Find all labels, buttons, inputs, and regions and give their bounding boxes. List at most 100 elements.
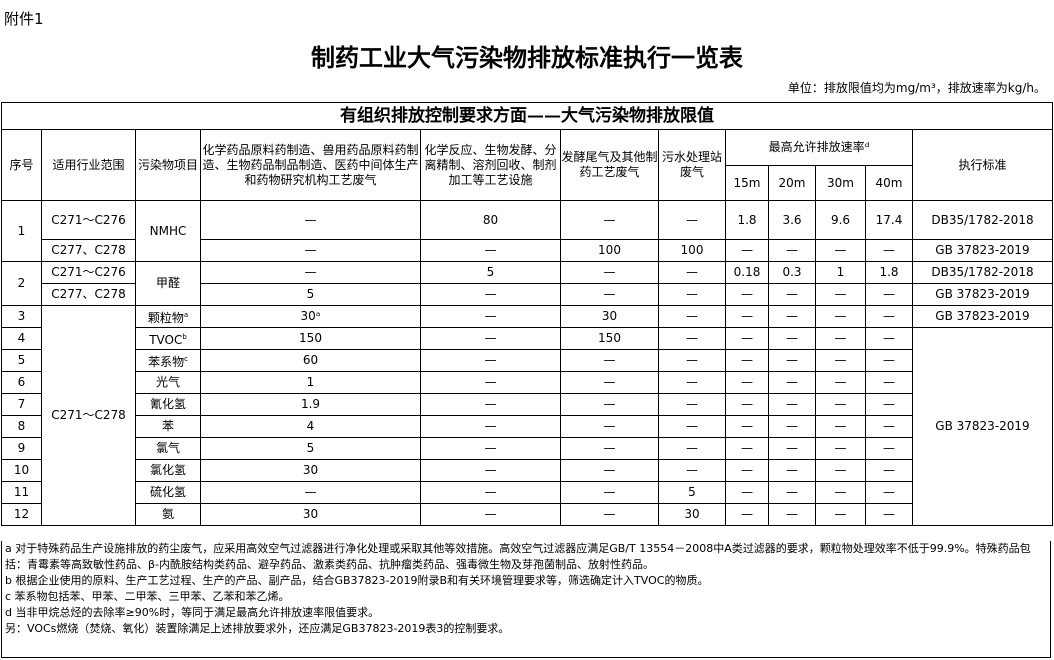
- standard-cell: GB 37823-2019: [912, 239, 1053, 262]
- header-15m: 15m: [725, 165, 769, 201]
- value-cell: 5: [200, 283, 421, 306]
- value-cell: —: [725, 349, 769, 372]
- header-c1: 化学药品原料药制造、兽用药品原料药制造、生物药品制品制造、医药中间体生产和药物研…: [200, 129, 421, 201]
- value-cell: —: [865, 503, 913, 526]
- table-caption: 有组织排放控制要求方面——大气污染物排放限值: [1, 102, 1053, 130]
- value-cell: —: [420, 349, 561, 372]
- value-cell: —: [768, 393, 816, 416]
- value-cell: 30: [200, 503, 421, 526]
- unit-note: 单位：排放限值均为mg/m³，排放速率为kg/h。: [787, 81, 1046, 95]
- value-cell: —: [768, 415, 816, 438]
- value-cell: —: [815, 415, 866, 438]
- value-cell: —: [725, 283, 769, 306]
- value-cell: —: [560, 349, 659, 372]
- header-c3: 发酵尾气及其他制药工艺废气: [560, 129, 659, 201]
- pollutant-cell: 氯气: [135, 437, 201, 460]
- value-cell: 1.8: [865, 261, 913, 284]
- header-pollutant: 污染物项目: [135, 129, 201, 201]
- value-cell: —: [658, 415, 726, 438]
- value-cell: —: [420, 327, 561, 350]
- value-cell: —: [725, 415, 769, 438]
- value-cell: —: [865, 283, 913, 306]
- value-cell: —: [200, 481, 421, 504]
- value-cell: 9.6: [815, 200, 866, 240]
- industry-cell: C277、C278: [41, 239, 136, 262]
- value-cell: 4: [200, 415, 421, 438]
- value-cell: —: [420, 393, 561, 416]
- value-cell: 5: [200, 437, 421, 460]
- row-number: 11: [1, 481, 42, 504]
- footnote: b 根据企业使用的原料、生产工艺过程、生产的产品、副产品，结合GB37823-2…: [5, 574, 709, 587]
- value-cell: —: [865, 349, 913, 372]
- table-row: 9 氯气 5— — — — — — —: [1, 437, 1053, 460]
- value-cell: 1.8: [725, 200, 769, 240]
- footnote-mark: a: [183, 310, 189, 319]
- value-cell: —: [200, 239, 421, 262]
- value-cell: —: [768, 481, 816, 504]
- value-cell: —: [420, 437, 561, 460]
- value-cell: 30ᵃ: [200, 305, 421, 328]
- pollutant-cell: 苯系物c: [135, 349, 201, 372]
- value-cell: —: [658, 371, 726, 394]
- value-cell: 30: [560, 305, 659, 328]
- value-cell: —: [865, 239, 913, 262]
- value-cell: —: [560, 200, 659, 240]
- row-number: 8: [1, 415, 42, 438]
- industry-cell: C271～C276: [41, 261, 136, 284]
- value-cell: —: [725, 393, 769, 416]
- value-cell: 17.4: [865, 200, 913, 240]
- value-cell: —: [865, 393, 913, 416]
- value-cell: —: [768, 437, 816, 460]
- value-cell: —: [815, 393, 866, 416]
- value-cell: —: [658, 305, 726, 328]
- pollutant-cell: 氨: [135, 503, 201, 526]
- pollutant-name: 颗粒物: [147, 310, 184, 325]
- pollutant-name: TVOC: [149, 332, 183, 347]
- value-cell: —: [420, 503, 561, 526]
- table-row: 7 氰化氢 1.9— — — — — — —: [1, 393, 1053, 416]
- footnote: a 对于特殊药品生产设施排放的药尘废气，应采用高效空气过滤器进行净化处理或采取其…: [5, 542, 1031, 571]
- value-cell: 5: [658, 481, 726, 504]
- value-cell: —: [658, 459, 726, 482]
- pollutant-name: 苯系物: [148, 354, 185, 369]
- industry-cell: C277、C278: [41, 283, 136, 306]
- standard-cell: GB 37823-2019: [912, 305, 1053, 328]
- value-cell: 100: [658, 239, 726, 262]
- row-number: 4: [1, 327, 42, 350]
- value-cell: —: [815, 481, 866, 504]
- pollutant-cell: 颗粒物a: [135, 305, 201, 328]
- value-cell: 80: [420, 200, 561, 240]
- table-row: 6 光气 1— — — — — — —: [1, 371, 1053, 394]
- table-row: 5 苯系物c 60— — — — — — —: [1, 349, 1053, 372]
- value-cell: —: [560, 371, 659, 394]
- value-cell: —: [200, 261, 421, 284]
- table-row: 4 TVOCb 150—150— — — — — GB 37823-2019: [1, 327, 1053, 526]
- table-row: 1 C271～C276 NMHC —80— —1.8 3.6 9.6 17.4 DB35/178…: [1, 200, 1053, 262]
- footnote-mark: c: [184, 354, 188, 363]
- value-cell: 150: [200, 327, 421, 350]
- value-cell: —: [725, 327, 769, 350]
- value-cell: —: [768, 349, 816, 372]
- header-industry: 适用行业范围: [41, 129, 136, 201]
- value-cell: —: [725, 437, 769, 460]
- footnote: 另：VOCs燃烧（焚烧、氧化）装置除满足上述排放要求外，还应满足GB37823-…: [5, 622, 510, 635]
- value-cell: —: [725, 371, 769, 394]
- header-c2: 化学反应、生物发酵、分离精制、溶剂回收、制剂加工等工艺设施: [420, 129, 561, 201]
- value-cell: 1.9: [200, 393, 421, 416]
- pollutant-cell: 光气: [135, 371, 201, 394]
- footnotes: a 对于特殊药品生产设施排放的药尘废气，应采用高效空气过滤器进行净化处理或采取其…: [1, 541, 1051, 658]
- value-cell: —: [815, 371, 866, 394]
- value-cell: —: [865, 305, 913, 328]
- value-cell: —: [658, 349, 726, 372]
- page-title: 制药工业大气污染物排放标准执行一览表: [311, 43, 743, 72]
- value-cell: —: [815, 503, 866, 526]
- row-number: 2: [1, 261, 42, 306]
- value-cell: —: [725, 503, 769, 526]
- value-cell: —: [815, 283, 866, 306]
- value-cell: —: [658, 393, 726, 416]
- value-cell: —: [768, 459, 816, 482]
- value-cell: —: [865, 459, 913, 482]
- row-number: 1: [1, 200, 42, 262]
- value-cell: —: [560, 481, 659, 504]
- value-cell: —: [560, 459, 659, 482]
